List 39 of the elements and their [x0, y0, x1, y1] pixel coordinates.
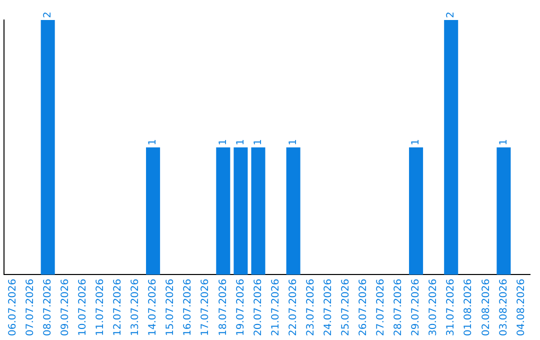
x-tick-label: 27.07.2026: [376, 278, 387, 336]
x-tick-label: 23.07.2026: [305, 278, 316, 336]
x-tick-label: 08.07.2026: [42, 278, 54, 336]
x-tick-label: 19.07.2026: [235, 278, 246, 336]
x-tick-label: 01.08.2026: [463, 278, 474, 336]
x-tick-label: 14.07.2026: [148, 278, 159, 336]
x-tick-label: 26.07.2026: [358, 278, 370, 336]
x-tick-label: 31.07.2026: [446, 278, 457, 336]
data-label: 1: [148, 138, 159, 146]
data-label: 2: [42, 12, 54, 18]
x-tick-label: 21.07.2026: [270, 278, 282, 336]
data-label: 1: [288, 138, 299, 146]
x-tick-label: 29.07.2026: [410, 278, 422, 336]
x-tick-label: 04.08.2026: [516, 278, 527, 336]
x-tick-label: 12.07.2026: [112, 278, 124, 336]
data-label: 1: [410, 138, 422, 146]
data-label: 1: [252, 138, 264, 146]
x-tick-label: 18.07.2026: [218, 278, 229, 336]
x-tick-label: 10.07.2026: [77, 278, 88, 336]
x-tick-label: 17.07.2026: [200, 278, 212, 336]
x-tick-label: 16.07.2026: [182, 278, 194, 336]
x-tick-label: 02.08.2026: [480, 278, 492, 336]
data-label: 1: [235, 138, 246, 146]
x-tick-label: 30.07.2026: [428, 278, 440, 336]
data-label: 1: [498, 138, 510, 146]
x-tick-label: 15.07.2026: [165, 278, 176, 336]
x-tick-label: 11.07.2026: [95, 278, 106, 336]
x-tick-label: 22.07.2026: [288, 278, 299, 336]
x-tick-label: 09.07.2026: [60, 278, 71, 336]
x-tick-label: 03.08.2026: [498, 278, 510, 336]
data-label: 1: [218, 138, 229, 146]
x-tick-label: 25.07.2026: [340, 278, 352, 336]
x-tick-label: 13.07.2026: [130, 278, 142, 336]
x-tick-label: 28.07.2026: [393, 278, 404, 336]
x-tick-label: 07.07.2026: [24, 278, 36, 336]
x-tick-label: 24.07.2026: [322, 278, 334, 336]
x-tick-label: 06.07.2026: [7, 278, 18, 336]
data-label: 2: [446, 12, 457, 18]
x-tick-label: 20.07.2026: [252, 278, 264, 336]
